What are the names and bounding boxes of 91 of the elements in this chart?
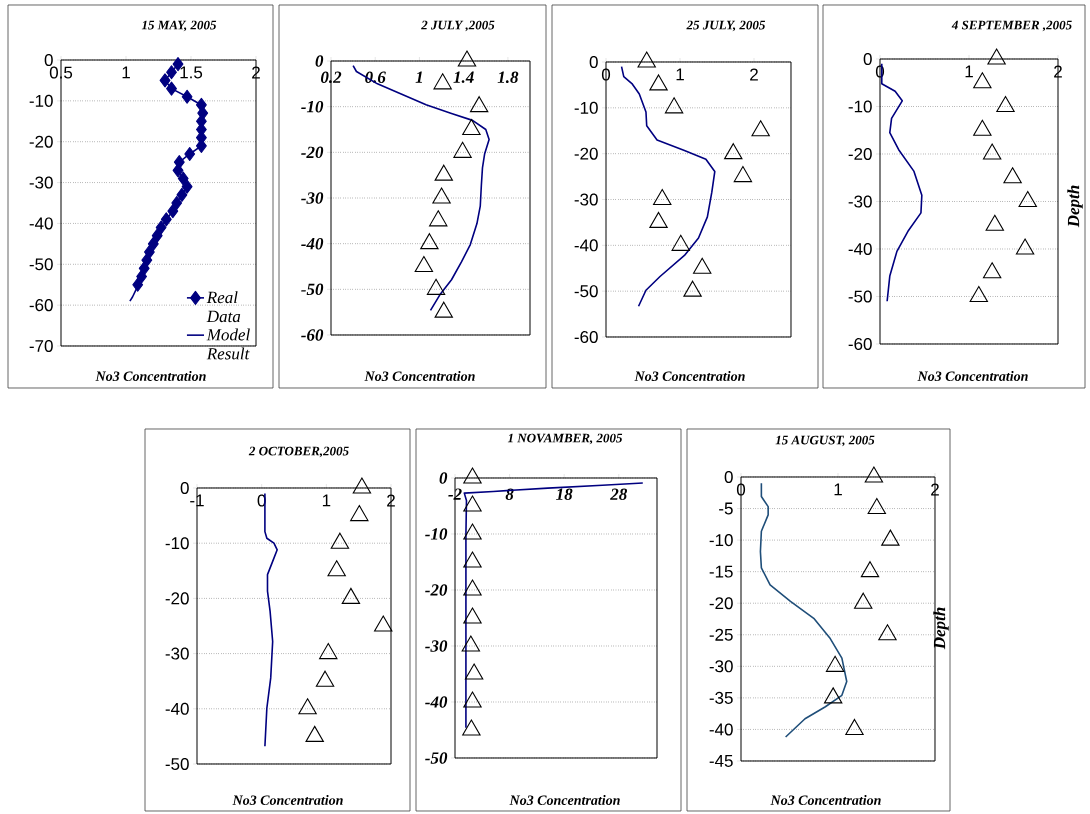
y-tick-label: -60: [848, 337, 872, 351]
y-tick-label: -30: [574, 193, 598, 206]
chart-title: 15 MAY, 2005: [141, 20, 217, 32]
y-tick-label: -30: [165, 647, 189, 660]
y-tick-label: -30: [301, 192, 324, 204]
x-tick-label: 1.8: [497, 71, 519, 84]
x-tick-label: 0.2: [320, 71, 342, 84]
x-tick-label: 2: [252, 66, 260, 79]
x-axis-title: No3 Concentration: [232, 795, 343, 805]
chart-title: 1 NOVAMBER, 2005: [507, 433, 623, 445]
x-tick-label: 1: [322, 494, 331, 507]
y-axis-title: Depth: [933, 607, 949, 650]
x-tick-label: 18: [556, 488, 573, 501]
y-tick-label: -10: [301, 100, 324, 113]
x-tick-label: 1: [834, 483, 842, 496]
y-tick-label: 0: [315, 55, 324, 67]
y-tick-label: -20: [848, 147, 872, 161]
y-tick-label: -10: [848, 100, 872, 113]
y-tick-label: -60: [574, 330, 598, 344]
y-tick-label: -20: [425, 584, 448, 596]
y-tick-label: -60: [301, 329, 324, 341]
y-tick-label: -70: [29, 339, 53, 353]
y-tick-label: -20: [301, 146, 324, 159]
legend-label: Model Result: [206, 328, 250, 360]
y-tick-label: -15: [709, 565, 733, 578]
y-tick-label: -10: [709, 534, 733, 547]
y-tick-label: 0: [724, 470, 733, 484]
y-tick-label: -5: [719, 502, 733, 515]
chart-title: 4 SEPTEMBER ,2005: [951, 20, 1072, 32]
x-tick-label: 1: [122, 66, 130, 79]
x-tick-label: 0.6: [365, 71, 386, 84]
x-tick-label: 0.5: [49, 66, 73, 79]
y-tick-label: -30: [848, 195, 872, 208]
y-tick-label: -30: [709, 660, 733, 673]
y-tick-label: -50: [574, 285, 598, 298]
y-tick-label: -40: [301, 237, 324, 250]
x-tick-label: 1: [676, 68, 684, 81]
y-tick-label: -30: [425, 640, 448, 652]
x-tick-label: 2: [750, 68, 758, 81]
legend-label: Real Data: [206, 291, 241, 323]
x-tick-label: 0: [736, 483, 746, 496]
y-tick-label: -20: [29, 135, 53, 148]
y-tick-label: -10: [425, 528, 448, 540]
x-tick-label: 1.4: [453, 71, 474, 83]
chart-title: 25 JULY, 2005: [686, 20, 766, 32]
y-tick-label: -40: [848, 242, 872, 256]
chart-title: 2 OCTOBER,2005: [248, 446, 349, 458]
y-tick-label: 0: [589, 55, 598, 69]
y-tick-label: -40: [425, 696, 448, 708]
x-axis-title: No3 Concentration: [634, 371, 745, 381]
y-tick-label: -40: [165, 702, 189, 715]
y-tick-label: -40: [29, 217, 53, 230]
y-tick-label: -50: [301, 283, 324, 296]
y-tick-label: 0: [44, 53, 53, 67]
x-tick-label: 2: [931, 483, 939, 496]
y-tick-label: 0: [863, 52, 872, 66]
y-tick-label: -50: [29, 258, 53, 271]
y-tick-label: -30: [29, 176, 53, 189]
y-tick-label: -20: [574, 147, 598, 160]
x-tick-label: -1: [190, 494, 204, 507]
x-axis-title: No3 Concentration: [509, 795, 620, 805]
y-tick-label: -40: [574, 239, 598, 252]
y-tick-label: -25: [709, 628, 733, 641]
y-tick-label: -60: [29, 299, 53, 312]
y-tick-label: 0: [439, 472, 448, 484]
y-axis-title: Depth: [1067, 185, 1083, 228]
y-tick-label: -10: [165, 537, 189, 550]
y-tick-label: -10: [574, 101, 598, 114]
y-tick-label: -50: [165, 757, 189, 771]
x-tick-label: 2: [387, 494, 395, 507]
x-tick-label: 1.5: [180, 66, 203, 79]
chart-title: 15 AUGUST, 2005: [775, 435, 875, 447]
y-tick-label: -20: [165, 592, 189, 605]
x-axis-title: No3 Concentration: [364, 371, 475, 381]
chart-title: 2 JULY ,2005: [421, 20, 495, 32]
x-axis-title: No3 Concentration: [770, 795, 881, 805]
x-axis-title: No3 Concentration: [95, 371, 206, 381]
y-tick-label: -10: [29, 94, 53, 107]
x-tick-label: 2: [1054, 65, 1062, 78]
x-tick-label: 1: [415, 71, 422, 83]
y-tick-label: -50: [848, 290, 872, 303]
x-tick-label: 1: [965, 65, 973, 78]
y-tick-label: -40: [709, 723, 733, 736]
x-tick-label: -2: [448, 488, 462, 500]
y-tick-label: -35: [709, 691, 733, 704]
y-tick-label: -50: [425, 752, 448, 764]
y-tick-label: -20: [709, 597, 733, 610]
x-tick-label: 28: [610, 488, 628, 501]
x-tick-label: 0: [601, 68, 611, 81]
y-tick-label: -45: [709, 755, 733, 767]
x-axis-title: No3 Concentration: [917, 371, 1028, 381]
